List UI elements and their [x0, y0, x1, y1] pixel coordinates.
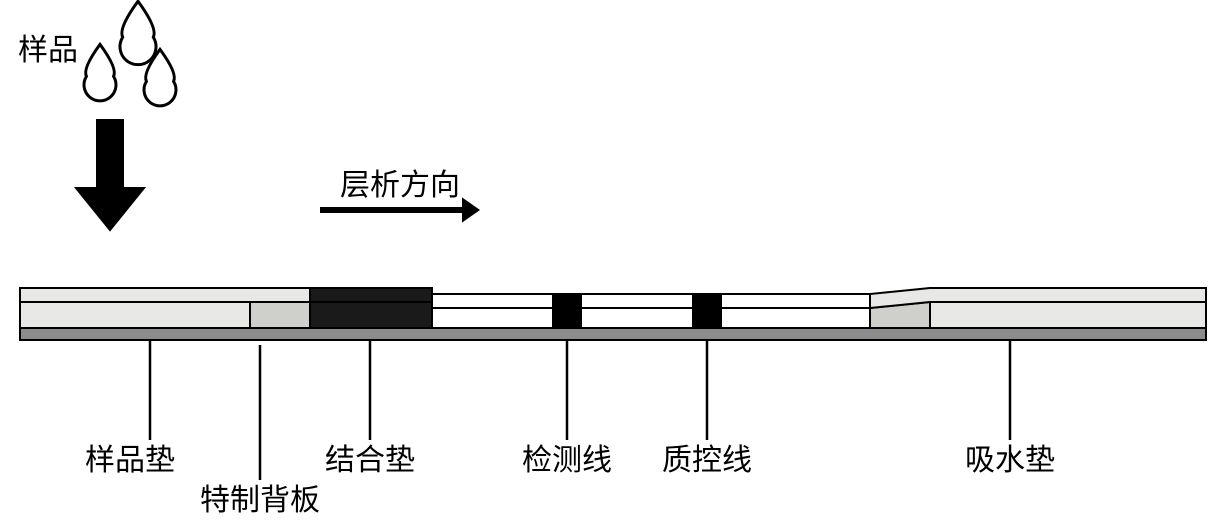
test-line-band-top — [552, 294, 582, 308]
absorbent-pad-front — [930, 302, 1206, 328]
membrane-top — [432, 294, 900, 308]
conjugate-pad-front — [300, 302, 432, 328]
membrane-front — [432, 308, 900, 328]
sample-arrow-icon — [76, 120, 144, 230]
callout-label-absorbent-pad: 吸水垫 — [965, 444, 1055, 477]
backing-front — [20, 328, 1206, 340]
callout-label-conjugate-pad: 结合垫 — [325, 444, 415, 477]
test-line-band-front — [552, 308, 582, 328]
sample-pad-taper — [250, 302, 310, 328]
sample-pad-front — [20, 302, 250, 328]
flow-arrow-head — [462, 197, 480, 222]
sample-drop-icon — [120, 1, 156, 64]
conjugate-pad-top — [300, 288, 432, 302]
callout-label-control-line: 质控线 — [662, 444, 752, 477]
control-line-band-top — [692, 294, 722, 308]
sample-drop-icon — [84, 44, 116, 100]
control-line-band-front — [692, 308, 722, 328]
diagram-canvas: 层析方向 样品样品垫特制背板结合垫 检测线 质控线 吸水垫 — [0, 0, 1226, 523]
callout-label-sample-pad: 样品垫 — [85, 444, 175, 477]
sample-pad-top — [20, 288, 310, 302]
callout-label-test-line: 检测线 — [522, 444, 612, 477]
flow-direction-label: 层析方向 — [340, 169, 460, 202]
callout-label-backing: 特制背板 — [200, 484, 320, 517]
sample-label: 样品 — [18, 34, 78, 67]
